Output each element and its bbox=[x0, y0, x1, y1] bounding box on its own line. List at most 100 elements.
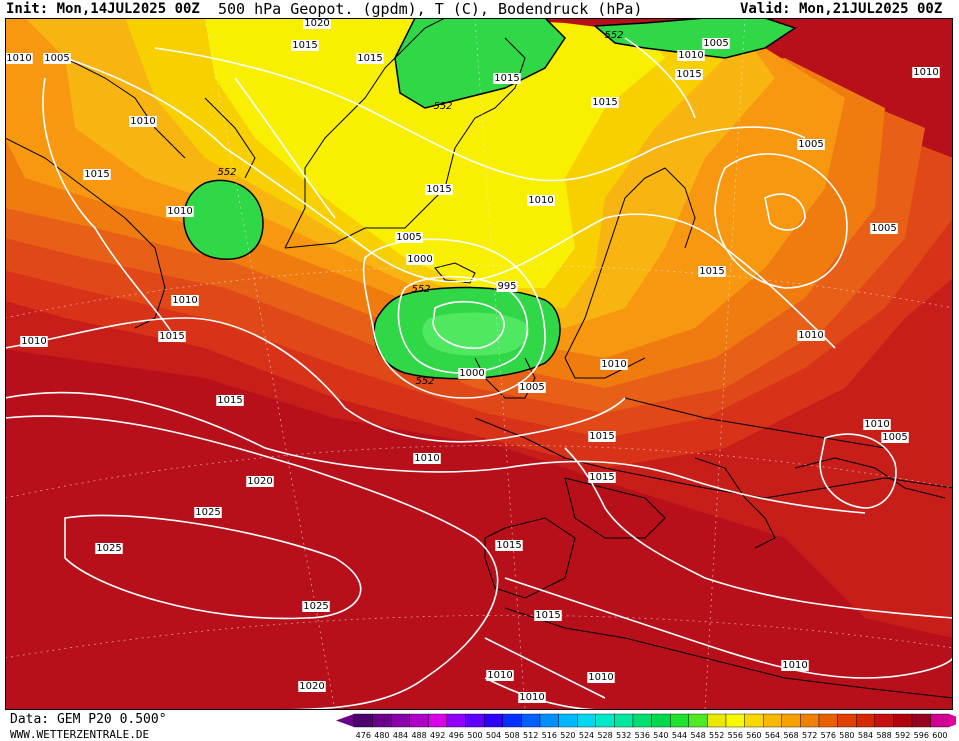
low-greenland-north bbox=[394, 18, 566, 109]
isobar-label: 1015 bbox=[592, 97, 617, 108]
isobar-label: 1015 bbox=[357, 53, 382, 64]
colorbar-tick-label: 516 bbox=[542, 731, 557, 740]
isobar-label-box bbox=[425, 184, 453, 195]
colorbar-tick-label: 496 bbox=[449, 731, 464, 740]
isobar-label: 1010 bbox=[782, 660, 807, 671]
chart-header: Init: Mon,14JUL2025 00Z 500 hPa Geopot. … bbox=[0, 0, 959, 18]
chart-footer: Data: GEM P20 0.500° WWW.WETTERZENTRALE.… bbox=[0, 710, 959, 741]
website-credit: WWW.WETTERZENTRALE.DE bbox=[10, 728, 150, 741]
geopotential-label: 552 bbox=[411, 284, 430, 295]
colorbar-tick-label: 552 bbox=[709, 731, 724, 740]
isobar-label: 1015 bbox=[84, 169, 109, 180]
isobar-label-box bbox=[298, 681, 326, 692]
colorbar-tick-label: 532 bbox=[616, 731, 631, 740]
low-greenland-ne bbox=[593, 18, 797, 59]
isobar-label-box bbox=[303, 18, 331, 29]
isobar-label: 1010 bbox=[678, 50, 703, 61]
colorbar-swatch bbox=[911, 713, 931, 728]
isobar-label: 1010 bbox=[588, 672, 613, 683]
isobar-label-box bbox=[781, 660, 809, 671]
isobar-label: 1005 bbox=[798, 139, 823, 150]
isobar-label-box bbox=[5, 53, 33, 64]
low-inner bbox=[422, 312, 529, 356]
isobar-label-box bbox=[493, 73, 521, 84]
colorbar-swatch bbox=[576, 713, 596, 728]
isobar-label: 1020 bbox=[299, 681, 324, 692]
colorbar-tick-label: 524 bbox=[579, 731, 594, 740]
isobar-label-box bbox=[246, 476, 274, 487]
isobar-label: 1015 bbox=[676, 69, 701, 80]
colorbar-swatch bbox=[353, 713, 373, 728]
isobar-label-box bbox=[171, 295, 199, 306]
isobar-label-box bbox=[797, 139, 825, 150]
map-frame bbox=[5, 18, 953, 710]
isobar-label-box bbox=[863, 419, 891, 430]
isobar-label-box bbox=[677, 50, 705, 61]
isobar-label: 1015 bbox=[217, 395, 242, 406]
colorbar-tick-label: 588 bbox=[876, 731, 891, 740]
colorbar-swatch bbox=[856, 713, 876, 728]
isobar-label-box bbox=[870, 223, 898, 234]
isobar-label: 1000 bbox=[407, 254, 432, 265]
isobar-label-box bbox=[591, 97, 619, 108]
colorbar-tick-label: 584 bbox=[858, 731, 873, 740]
isobar-label-box bbox=[587, 672, 615, 683]
colorbar-swatch bbox=[614, 713, 634, 728]
colorbar-swatch bbox=[521, 713, 541, 728]
colorbar-swatch bbox=[483, 713, 503, 728]
isobar-label: 1015 bbox=[494, 73, 519, 84]
colorbar-swatch bbox=[688, 713, 708, 728]
isobar-label-box bbox=[20, 336, 48, 347]
isobar-label-box bbox=[406, 254, 434, 265]
isobar-label: 1010 bbox=[414, 453, 439, 464]
isobar-label: 1010 bbox=[798, 330, 823, 341]
isobar-label-box bbox=[83, 169, 111, 180]
colorbar-tick-label: 600 bbox=[932, 731, 947, 740]
isobar-label-box bbox=[527, 195, 555, 206]
colorbar-swatch bbox=[818, 713, 838, 728]
colorbar-swatch bbox=[428, 713, 448, 728]
isobar-label: 1025 bbox=[303, 601, 328, 612]
isobar-label: 1015 bbox=[496, 540, 521, 551]
isobar-label-box bbox=[395, 232, 423, 243]
colorbar-tick-label: 540 bbox=[653, 731, 668, 740]
colorbar-swatch bbox=[595, 713, 615, 728]
colorbar-swatch bbox=[725, 713, 745, 728]
geopotential-label: 552 bbox=[433, 101, 452, 112]
isobar-label-box bbox=[881, 432, 909, 443]
isobar-label: 1015 bbox=[535, 610, 560, 621]
geopotential-label: 552 bbox=[217, 167, 236, 178]
isobar-label: 1015 bbox=[699, 266, 724, 277]
isobar-label: 1025 bbox=[96, 543, 121, 554]
colorbar-swatch bbox=[781, 713, 801, 728]
colorbar-swatch bbox=[837, 713, 857, 728]
colorbar-tick-label: 484 bbox=[393, 731, 408, 740]
isobar-label: 1010 bbox=[167, 206, 192, 217]
colorbar-tick-label: 556 bbox=[728, 731, 743, 740]
init-time: Init: Mon,14JUL2025 00Z bbox=[6, 1, 200, 17]
colorbar-swatch bbox=[930, 713, 950, 728]
colorbar-swatch bbox=[391, 713, 411, 728]
isobar-label-box bbox=[600, 359, 628, 370]
colorbar-swatch bbox=[502, 713, 522, 728]
isobar-label: 1015 bbox=[159, 331, 184, 342]
isobar-label: 1010 bbox=[864, 419, 889, 430]
geopotential-label: 552 bbox=[415, 376, 434, 387]
colorbar-tick-label: 480 bbox=[374, 731, 389, 740]
isobar-label-box bbox=[194, 507, 222, 518]
isobar-label-box bbox=[518, 382, 546, 393]
isobar-label-box bbox=[129, 116, 157, 127]
colorbar-swatch bbox=[800, 713, 820, 728]
isobar-label-box bbox=[495, 540, 523, 551]
colorbar-swatch bbox=[465, 713, 485, 728]
colorbar-low-arrow bbox=[336, 714, 354, 727]
colorbar-tick-label: 596 bbox=[914, 731, 929, 740]
colorbar-tick-label: 504 bbox=[486, 731, 501, 740]
colorbar-tick-label: 492 bbox=[430, 731, 445, 740]
isobar-label-box bbox=[413, 453, 441, 464]
isobar-label-box bbox=[588, 431, 616, 442]
isobar-label: 1010 bbox=[6, 53, 31, 64]
low-labrador bbox=[183, 179, 264, 260]
